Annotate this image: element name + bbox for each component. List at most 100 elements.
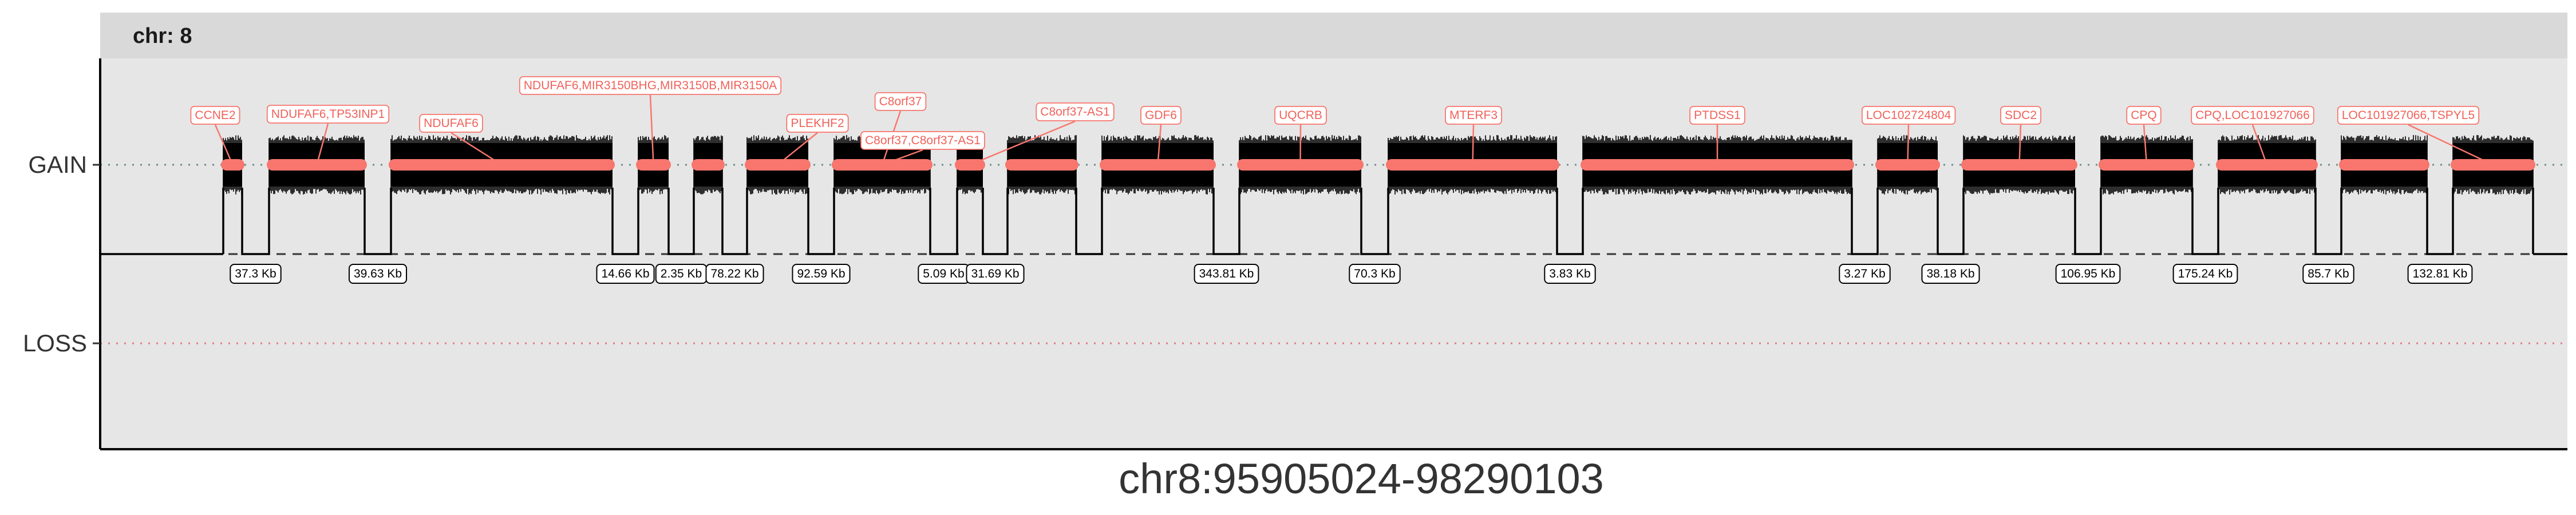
gap-7: 5.09 Kb [918,188,970,284]
gap-size-label: 31.69 Kb [971,267,1019,280]
gap-8: 31.69 Kb [966,188,1025,284]
segment-6 [745,135,811,195]
gap-12: 3.27 Kb [1839,188,1891,284]
gap-connector [929,188,958,255]
gene-label-text: NDUFAF6,TP53INP1 [271,108,385,121]
gap-size-box [1921,264,1980,284]
gap-connector [2074,188,2102,255]
gap-labels-layer: 37.3 Kb 39.63 Kb 14.66 Kb 2.35 Kb 78.22 Kb 92… [100,188,2567,284]
gap-size-label: 106.95 Kb [2061,267,2116,280]
gap-size-box [1839,264,1891,284]
segment-19 [2451,135,2535,195]
gene-label-text: SDC2 [2005,109,2037,122]
gene-label-7: C8orf37,C8orf37-AS1 [860,131,985,166]
gene-leader-line [2018,124,2022,165]
gap-size-box [705,264,764,284]
gap-size-label: 70.3 Kb [1354,267,1395,280]
gap-connector [721,188,748,255]
gap-connector [807,188,835,255]
gap-size-box [348,264,408,284]
gap-size-box [1544,264,1596,284]
gene-label-box [1861,106,1956,125]
gap-size-box [792,264,851,284]
gap-connector [1212,188,1240,255]
gap-size-label: 92.59 Kb [797,267,845,280]
gene-label-text: NDUFAF6 [424,117,479,130]
segment-5 [692,135,725,195]
gene-label-box [2000,106,2041,125]
gap-connector [1360,188,1389,255]
gap-connector [364,188,392,255]
gap-2: 39.63 Kb [348,188,408,284]
segment-15 [1961,135,2077,195]
gene-label-text: MTERF3 [1449,109,1498,122]
gene-label-text: GDF6 [1145,109,1177,122]
segment-1 [221,135,244,195]
gap-16: 85.7 Kb [2302,188,2354,284]
gene-label-text: C8orf37,C8orf37-AS1 [865,134,981,147]
gap-size-label: 3.27 Kb [1844,267,1885,280]
gap-size-label: 343.81 Kb [1199,267,1254,280]
gene-label-3: NDUFAF6 [419,114,503,166]
gap-size-box [596,264,655,284]
strip-background [100,13,2567,58]
gene-label-box [2337,106,2480,125]
gene-label-text: LOC102724804 [1866,109,1951,122]
gene-label-10: UQCRB [1274,106,1327,165]
gap-10: 70.3 Kb [1349,188,1401,284]
gene-label-12: PTDSS1 [1689,106,1745,165]
gap-size-label: 5.09 Kb [923,267,964,280]
segment-18 [2339,135,2429,195]
gene-label-box [2191,106,2314,125]
gene-label-17: LOC101927066,TSPYL5 [2337,106,2494,166]
gene-label-text: C8orf37-AS1 [1040,105,1109,118]
gene-label-13: LOC102724804 [1861,106,1956,165]
gene-label-box [1689,106,1745,125]
gene-leader-line [1907,124,1910,165]
gap-size-box [2055,264,2121,284]
gap-size-label: 38.18 Kb [1926,267,1974,280]
segment-2 [267,135,367,195]
gap-size-label: 2.35 Kb [661,267,702,280]
gene-leader-line [2408,124,2494,166]
gene-label-box [1036,102,1115,121]
gap-connector [2191,188,2219,255]
gap-connector [982,188,1009,255]
gap-connector [2314,188,2342,255]
gene-label-text: PLEKHF2 [791,117,844,130]
gene-leader-line [2143,124,2148,165]
gap-size-label: 3.83 Kb [1549,267,1590,280]
gap-4: 2.35 Kb [655,188,708,284]
gene-label-text: LOC101927066,TSPYL5 [2342,109,2475,122]
gap-connector [611,188,639,255]
gap-13: 38.18 Kb [1921,188,1980,284]
gene-label-box [1140,106,1182,125]
gap-size-label: 175.24 Kb [2178,267,2233,280]
facet-label: chr: 8 [133,24,192,48]
gene-label-16: CPQ,LOC101927066 [2191,106,2314,165]
gene-leader-line [214,124,234,165]
gap-size-box [2407,264,2473,284]
gap-size-label: 39.63 Kb [354,267,402,280]
gap-17: 132.81 Kb [2407,188,2473,284]
gene-label-box [860,131,985,150]
gene-leader-line [451,132,503,166]
gene-leader-line [649,94,654,165]
gene-labels-layer: CCNE2 NDUFAF6,TP53INP1 NDUFAF6 NDUFAF6,MIR3… [190,76,2494,166]
gene-label-box [266,105,390,124]
segment-3 [389,135,615,195]
y-tick-label-loss: LOSS [23,330,87,356]
gene-label-box [519,76,782,95]
gap-1: 37.3 Kb [230,188,282,284]
gene-label-5: PLEKHF2 [777,114,849,165]
gene-label-box [2126,106,2162,125]
gap-size-box [230,264,282,284]
gap-11: 3.83 Kb [1544,188,1596,284]
gridlines [100,164,2567,344]
gene-label-text: CPQ [2131,109,2157,122]
gap-size-box [2302,264,2354,284]
gene-label-box [786,114,849,133]
gene-label-11: MTERF3 [1445,106,1502,165]
gap-size-label: 78.22 Kb [710,267,758,280]
